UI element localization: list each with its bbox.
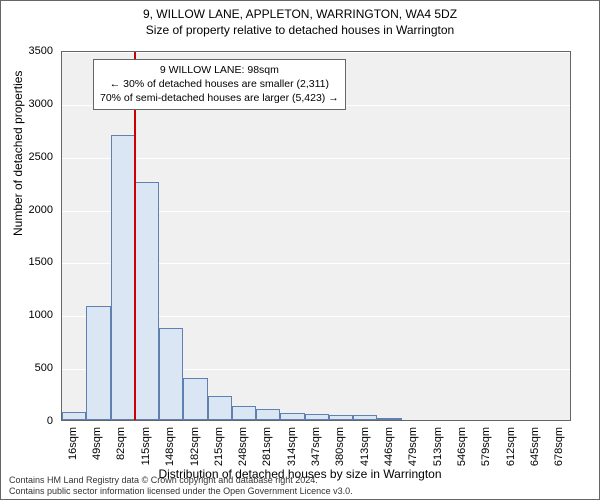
histogram-bar xyxy=(208,396,232,420)
x-tick-label: 16sqm xyxy=(67,427,79,460)
title-subtitle: Size of property relative to detached ho… xyxy=(1,23,599,37)
histogram-bar xyxy=(86,306,110,420)
annotation-line1: 9 WILLOW LANE: 98sqm xyxy=(100,63,339,77)
x-tick-label: 115sqm xyxy=(140,427,152,465)
annotation-line3: 70% of semi-detached houses are larger (… xyxy=(100,91,339,105)
x-tick-label: 148sqm xyxy=(164,427,176,466)
x-tick-label: 546sqm xyxy=(456,427,468,466)
annotation-box: 9 WILLOW LANE: 98sqm ← 30% of detached h… xyxy=(93,59,346,110)
title-block: 9, WILLOW LANE, APPLETON, WARRINGTON, WA… xyxy=(1,1,599,37)
x-tick-label: 645sqm xyxy=(529,427,541,466)
histogram-bar xyxy=(62,412,86,420)
footer-line1: Contains HM Land Registry data © Crown c… xyxy=(9,475,353,486)
x-tick-label: 281sqm xyxy=(261,427,273,466)
histogram-bar xyxy=(256,409,280,420)
histogram-bar xyxy=(232,406,256,420)
x-tick-label: 612sqm xyxy=(505,427,517,466)
y-tick-label: 0 xyxy=(13,415,53,427)
y-tick-label: 500 xyxy=(13,362,53,374)
y-tick-label: 2000 xyxy=(13,204,53,216)
x-tick-label: 82sqm xyxy=(115,427,127,460)
histogram-bar xyxy=(159,328,183,420)
gridline xyxy=(62,422,570,423)
footer-line2: Contains public sector information licen… xyxy=(9,486,353,497)
footer-attribution: Contains HM Land Registry data © Crown c… xyxy=(9,475,353,497)
x-tick-label: 513sqm xyxy=(432,427,444,466)
x-tick-label: 49sqm xyxy=(91,427,103,460)
y-tick-label: 1500 xyxy=(13,256,53,268)
x-tick-label: 314sqm xyxy=(286,427,298,466)
y-tick-label: 1000 xyxy=(13,309,53,321)
histogram-bar xyxy=(280,413,304,420)
chart-container: 9, WILLOW LANE, APPLETON, WARRINGTON, WA… xyxy=(0,0,600,500)
histogram-bar xyxy=(305,414,329,420)
x-tick-label: 479sqm xyxy=(407,427,419,466)
histogram-bar xyxy=(135,182,159,420)
y-tick-label: 2500 xyxy=(13,151,53,163)
x-tick-label: 248sqm xyxy=(237,427,249,466)
histogram-bar xyxy=(353,415,377,420)
x-tick-label: 182sqm xyxy=(189,427,201,466)
x-tick-label: 446sqm xyxy=(383,427,395,466)
x-tick-label: 413sqm xyxy=(359,427,371,466)
y-tick-label: 3000 xyxy=(13,98,53,110)
title-address: 9, WILLOW LANE, APPLETON, WARRINGTON, WA… xyxy=(1,7,599,21)
x-tick-label: 678sqm xyxy=(553,427,565,466)
annotation-line2: ← 30% of detached houses are smaller (2,… xyxy=(100,77,339,91)
histogram-bar xyxy=(377,418,401,420)
x-tick-label: 380sqm xyxy=(334,427,346,466)
x-tick-label: 215sqm xyxy=(213,427,225,466)
y-tick-label: 3500 xyxy=(13,45,53,57)
histogram-bar xyxy=(329,415,353,420)
x-tick-label: 347sqm xyxy=(310,427,322,466)
histogram-bar xyxy=(111,135,135,420)
histogram-bar xyxy=(183,378,207,420)
x-tick-label: 579sqm xyxy=(480,427,492,466)
